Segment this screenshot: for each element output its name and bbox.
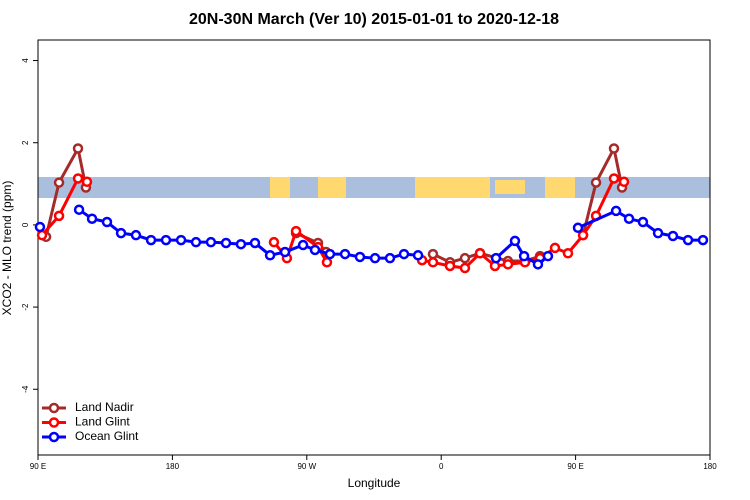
x-axis-label: Longitude [348, 476, 401, 490]
data-point [623, 213, 635, 224]
data-point [532, 259, 544, 270]
data-point [549, 242, 561, 254]
y-tick-label: 2 [21, 140, 30, 145]
x-tick-label: 90 E [567, 462, 583, 471]
data-point [354, 251, 366, 263]
data-point [115, 227, 127, 239]
data-point [577, 229, 589, 241]
data-point [268, 236, 280, 248]
data-point [321, 257, 333, 268]
data-point [427, 248, 439, 260]
legend-marker [48, 431, 60, 443]
legend-label: Land Glint [75, 415, 130, 429]
data-point [608, 173, 620, 184]
data-point [235, 238, 247, 250]
data-point [73, 204, 85, 215]
x-tick-label: 90 W [297, 462, 316, 471]
data-point [339, 248, 351, 260]
data-point [667, 230, 679, 242]
data-point [682, 234, 694, 246]
data-point [249, 237, 261, 249]
data-point [279, 246, 291, 258]
data-point [36, 229, 48, 241]
data-point [444, 260, 456, 272]
data-point [86, 213, 98, 224]
y-tick-label: -4 [21, 385, 30, 393]
data-point [697, 234, 709, 246]
data-point [220, 237, 232, 249]
data-point [101, 216, 113, 228]
data-point [190, 236, 202, 248]
data-point [572, 222, 584, 234]
data-point [324, 248, 336, 260]
data-point [72, 173, 84, 184]
data-point [53, 210, 65, 222]
legend-label: Ocean Glint [75, 429, 139, 443]
data-point [590, 177, 602, 188]
data-point [175, 234, 187, 246]
map-strip [38, 177, 710, 198]
data-point [297, 239, 309, 251]
x-tick-label: 180 [166, 462, 180, 471]
data-point [637, 216, 649, 228]
legend-label: Land Nadir [75, 400, 134, 414]
y-axis-label: XCO2 - MLO trend (ppm) [0, 181, 14, 316]
data-point [34, 221, 46, 233]
data-point [81, 176, 93, 188]
data-point [160, 234, 172, 246]
y-tick-label: 4 [21, 58, 30, 63]
x-tick-label: 0 [439, 462, 444, 471]
data-point [610, 205, 622, 217]
series-line [44, 144, 624, 264]
data-point [53, 177, 65, 188]
data-point [509, 235, 521, 247]
y-tick-label: -2 [21, 303, 30, 311]
data-point [518, 250, 530, 262]
data-point [459, 252, 471, 264]
plot-frame [37, 39, 711, 456]
data-point [205, 236, 217, 248]
data-point [412, 250, 424, 261]
data-point [290, 225, 302, 237]
data-point [608, 143, 620, 154]
data-point [398, 248, 410, 260]
data-point [309, 244, 321, 256]
legend-marker [48, 417, 60, 428]
data-point [562, 248, 574, 259]
data-point [459, 262, 471, 274]
data-point [502, 259, 514, 270]
data-point [145, 234, 157, 246]
data-point [264, 250, 276, 261]
data-point [490, 252, 502, 264]
data-point [542, 250, 554, 262]
data-point [384, 252, 396, 264]
data-point [618, 176, 630, 188]
legend-marker [48, 402, 60, 414]
x-tick-label: 90 E [30, 462, 46, 471]
data-point [369, 252, 381, 264]
x-tick-label: 180 [703, 462, 717, 471]
data-point [474, 248, 486, 259]
data-point [652, 227, 664, 239]
data-point [72, 143, 84, 154]
chart-title: 20N-30N March (Ver 10) 2015-01-01 to 202… [189, 11, 559, 28]
data-point [427, 257, 439, 268]
data-point [130, 229, 142, 241]
y-tick-label: 0 [21, 222, 30, 227]
